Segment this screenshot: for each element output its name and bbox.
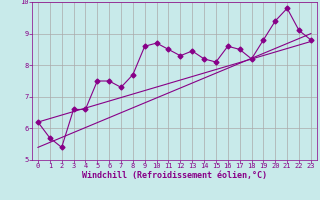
X-axis label: Windchill (Refroidissement éolien,°C): Windchill (Refroidissement éolien,°C) [82,171,267,180]
